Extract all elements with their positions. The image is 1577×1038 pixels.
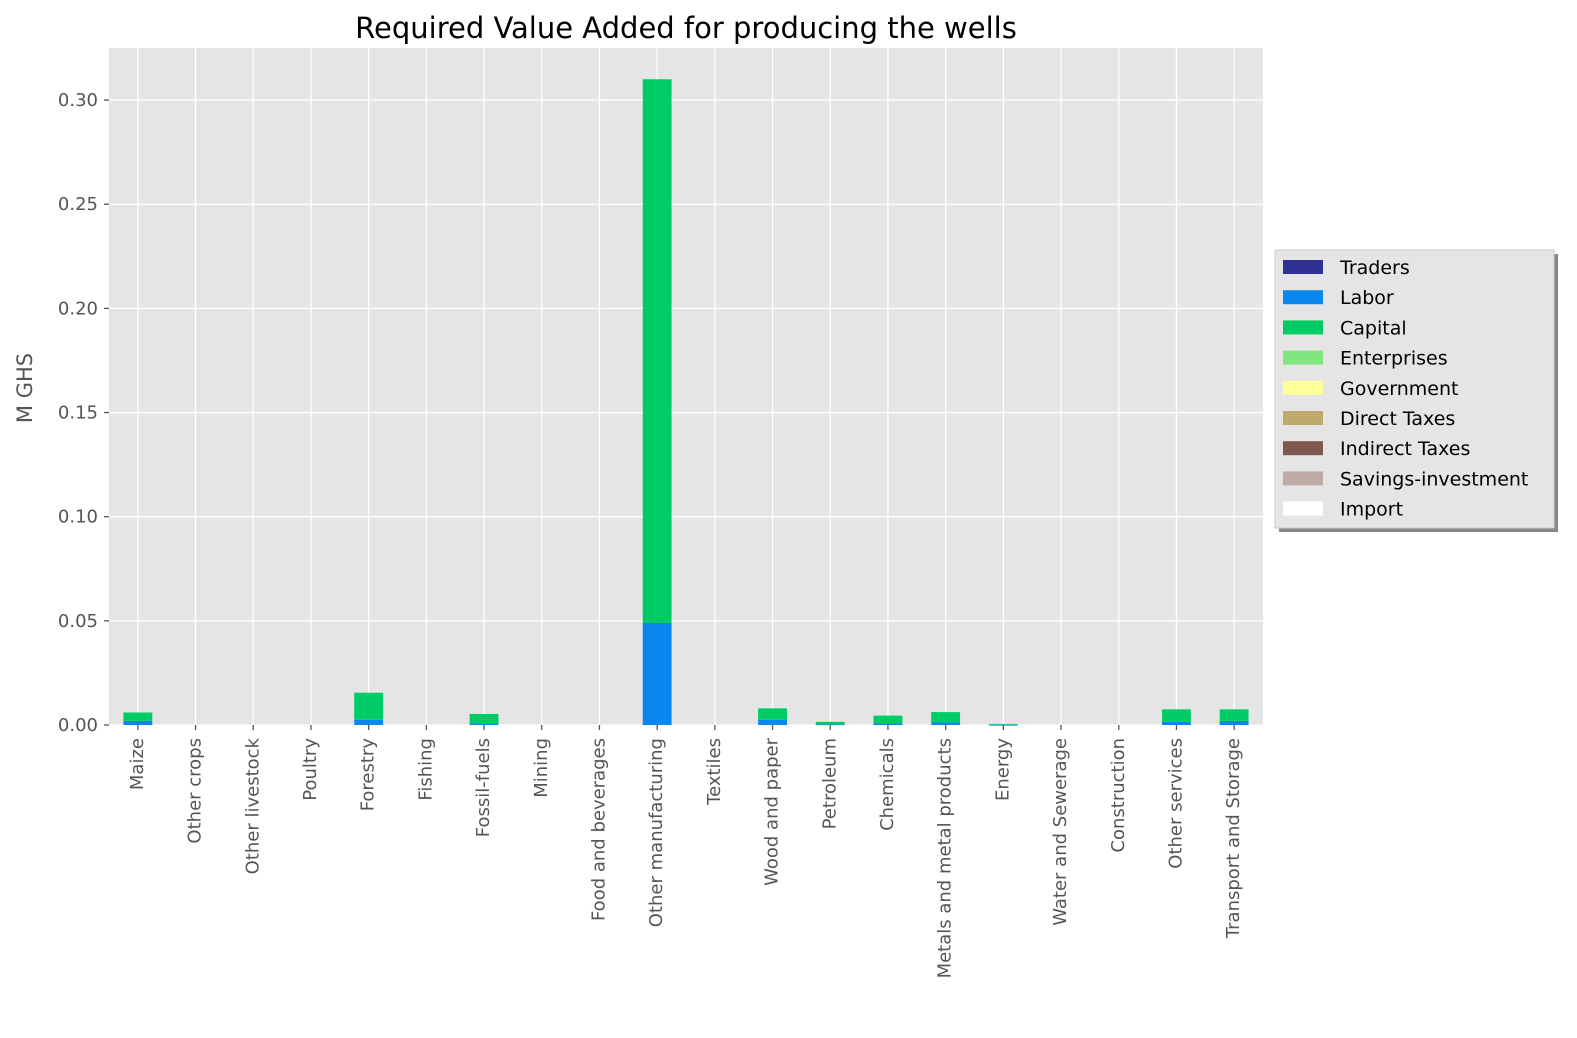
x-tick-label: Other crops — [185, 738, 206, 844]
legend-swatch — [1283, 380, 1323, 395]
y-tick-label: 0.15 — [58, 403, 98, 424]
bar-segment — [1162, 721, 1191, 725]
bars — [123, 79, 1249, 726]
y-tick-label: 0.00 — [58, 715, 98, 736]
bar-segment — [1162, 709, 1191, 722]
x-tick-label: Forestry — [358, 738, 379, 812]
legend-label: Direct Taxes — [1340, 408, 1455, 430]
bar-segment — [123, 720, 153, 725]
legend-label: Traders — [1339, 257, 1410, 279]
bar-segment — [354, 692, 384, 720]
chart-title: Required Value Added for producing the w… — [355, 11, 1017, 45]
x-tick-label: Construction — [1108, 738, 1129, 853]
bar-segment — [758, 708, 787, 720]
bar-segment — [873, 723, 903, 725]
plot-area — [109, 48, 1263, 725]
bar-segment — [873, 715, 903, 724]
x-tick-label: Poultry — [300, 738, 321, 801]
bar-segment — [1219, 720, 1249, 725]
legend-label: Labor — [1340, 287, 1394, 309]
bar-segment — [469, 723, 499, 725]
y-axis-label: M GHS — [13, 353, 37, 423]
bar-segment — [815, 724, 845, 726]
y-tick-label: 0.05 — [58, 611, 98, 632]
x-tick-label: Other manufacturing — [646, 738, 667, 927]
y-tick-label: 0.30 — [58, 90, 98, 111]
x-tick-label: Maize — [127, 738, 148, 790]
y-tick-label: 0.20 — [58, 298, 98, 319]
bar-segment — [758, 719, 787, 725]
x-tick-label: Mining — [531, 738, 552, 798]
grid-lines — [109, 48, 1263, 726]
x-tick-label: Other services — [1165, 738, 1186, 869]
bar-segment — [931, 712, 961, 723]
legend-label: Savings-investment — [1340, 468, 1528, 490]
x-tick-label: Energy — [992, 738, 1013, 801]
legend-label: Enterprises — [1340, 348, 1448, 370]
legend-label: Capital — [1340, 317, 1407, 339]
legend-label: Import — [1340, 499, 1403, 521]
y-tick-label: 0.10 — [58, 507, 98, 528]
x-tick-label: Fishing — [415, 738, 436, 801]
x-tick-label: Fossil-fuels — [473, 738, 494, 837]
bar-segment — [642, 79, 672, 623]
bar-segment — [354, 719, 384, 725]
legend-swatch — [1283, 501, 1323, 516]
legend-swatch — [1283, 350, 1323, 365]
y-tick-label: 0.25 — [58, 194, 98, 215]
bar-segment — [988, 723, 1018, 725]
bar-segment — [815, 721, 845, 725]
x-tick-label: Textiles — [704, 738, 725, 806]
legend-swatch — [1283, 320, 1323, 335]
bar-segment — [469, 713, 499, 724]
x-tick-label: Food and beverages — [588, 738, 609, 921]
x-tick-label: Wood and paper — [762, 737, 783, 885]
bar-segment — [642, 622, 672, 725]
x-tick-label: Metals and metal products — [935, 738, 956, 978]
x-tick-label: Water and Sewerage — [1050, 738, 1071, 926]
y-axis-ticks: 0.00 0.05 0.10 0.15 0.20 0.25 0.30 — [58, 90, 109, 736]
x-tick-label: Petroleum — [819, 738, 840, 829]
x-axis-ticks: Maize Other crops Other livestock Poultry Fo… — [127, 725, 1244, 978]
x-tick-label: Chemicals — [877, 738, 898, 831]
x-tick-label: Transport and Storage — [1223, 738, 1244, 939]
bar-segment — [931, 722, 961, 725]
legend-swatch — [1283, 441, 1323, 456]
legend-swatch — [1283, 260, 1323, 274]
legend-swatch — [1283, 411, 1323, 425]
legend-swatch — [1283, 290, 1323, 305]
bar-segment — [1219, 709, 1249, 721]
bar-segment — [123, 712, 153, 721]
legend: Traders Labor Capital Enterprises Government… — [1274, 249, 1558, 532]
legend-label: Indirect Taxes — [1340, 438, 1470, 460]
x-tick-label: Other livestock — [242, 737, 263, 874]
legend-label: Government — [1340, 378, 1459, 400]
legend-swatch — [1283, 471, 1323, 486]
